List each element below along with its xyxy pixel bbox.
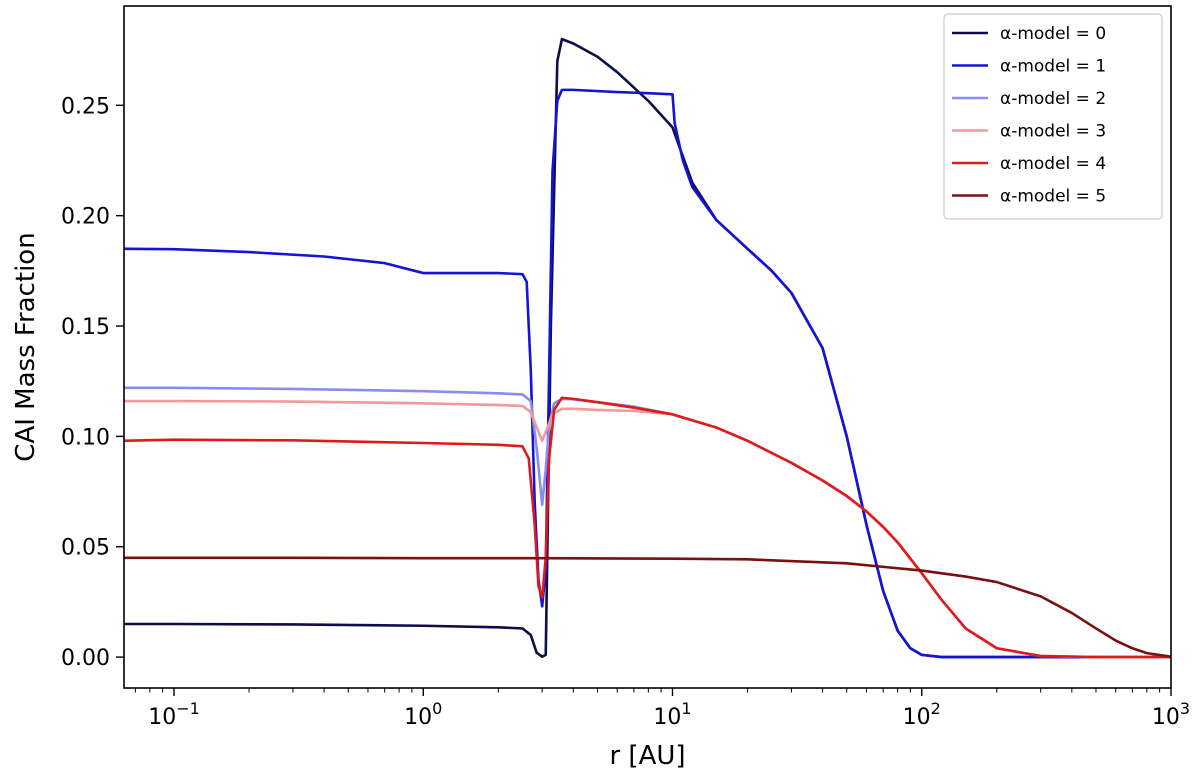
x-tick-label: 10−1 <box>148 699 200 730</box>
y-tick-label: 0.20 <box>61 205 110 230</box>
series-line-1 <box>124 88 1171 659</box>
y-axis: 0.00 0.05 0.10 0.15 0.20 0.25 <box>61 94 124 671</box>
y-tick-label: 0.15 <box>61 315 110 340</box>
x-tick-label: 101 <box>653 699 691 730</box>
legend-label: α-model = 1 <box>1000 57 1106 77</box>
y-tick-label: 0.05 <box>61 536 110 561</box>
legend: α-model = 0 α-model = 1 α-model = 2 α-model… <box>943 13 1163 220</box>
x-tick-label: 102 <box>903 699 941 730</box>
series-layer <box>124 37 1171 659</box>
y-axis-title: CAI Mass Fraction <box>11 232 41 461</box>
series-line-2 <box>124 386 1171 659</box>
x-axis-title: r [AU] <box>609 741 685 771</box>
series-line-4 <box>124 396 1171 659</box>
y-tick-label: 0.00 <box>61 646 110 671</box>
y-tick-label: 0.25 <box>61 94 110 119</box>
legend-label: α-model = 5 <box>1000 187 1106 207</box>
legend-label: α-model = 0 <box>1000 24 1106 44</box>
legend-box <box>943 13 1163 220</box>
legend-label: α-model = 3 <box>1000 122 1106 142</box>
x-tick-label: 100 <box>404 699 442 730</box>
x-axis: 10−1 100 101 102 103 <box>134 688 1190 730</box>
legend-label: α-model = 4 <box>1000 154 1106 174</box>
y-tick-label: 0.10 <box>61 425 110 450</box>
legend-label: α-model = 2 <box>1000 89 1106 109</box>
series-line-5 <box>124 556 1171 658</box>
plot-frame <box>123 5 1172 689</box>
x-tick-label: 103 <box>1152 699 1190 730</box>
